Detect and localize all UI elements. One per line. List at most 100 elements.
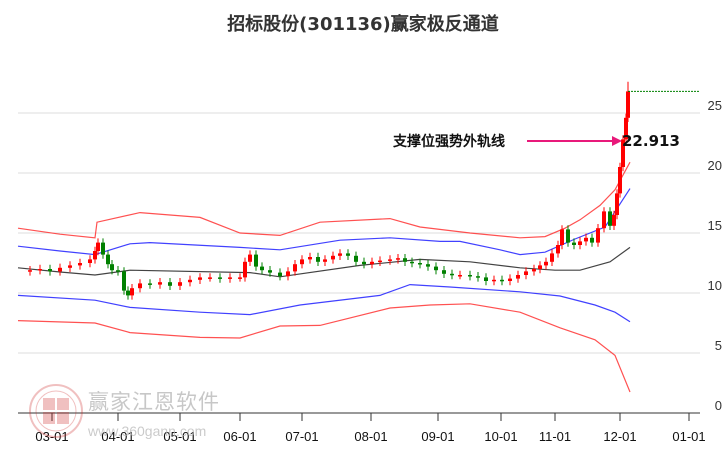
candle-up (621, 139, 625, 167)
candle-up (492, 279, 496, 282)
x-tick-label: 10-01 (484, 429, 517, 444)
candle-up (238, 277, 242, 279)
y-tick-label: 20 (708, 158, 722, 173)
candle-up (532, 269, 536, 272)
candle-up (38, 269, 42, 271)
candle-up (28, 270, 32, 272)
candle-up (370, 261, 374, 265)
candle-up (300, 259, 304, 265)
candle-up (208, 277, 212, 279)
y-tick-label: 25 (708, 98, 722, 113)
candle-up (516, 275, 520, 279)
x-tick-label: 07-01 (285, 429, 318, 444)
candle-up (130, 288, 134, 296)
candlesticks (28, 81, 630, 300)
candle-down (468, 275, 472, 277)
candle-up (323, 259, 327, 262)
y-axis-labels: 0 5 10 15 20 25 (708, 98, 722, 413)
candle-down (148, 283, 152, 285)
candle-down (122, 271, 126, 291)
band-lines (17, 161, 631, 393)
candle-up (584, 237, 588, 242)
candle-up (68, 265, 72, 268)
candle-up (508, 278, 512, 281)
candle-down (110, 264, 114, 271)
x-tick-label: 08-01 (354, 429, 387, 444)
candle-down (410, 261, 414, 264)
y-tick-label: 5 (715, 338, 722, 353)
candle-down (572, 242, 576, 245)
candle-up (602, 211, 606, 229)
candle-up (458, 275, 462, 277)
candle-up (550, 253, 554, 262)
annotation: 支撑位强势外轨线 22.913 (392, 132, 680, 150)
candle-up (578, 241, 582, 245)
band-line (17, 303, 631, 393)
candle-up (538, 265, 542, 269)
y-tick-label: 10 (708, 278, 722, 293)
candle-down (484, 277, 488, 281)
candle-down (354, 255, 358, 262)
candle-up (615, 193, 619, 215)
candle-up (556, 245, 560, 254)
candle-up (158, 282, 162, 285)
candle-up (96, 242, 100, 251)
candle-up (78, 263, 82, 266)
x-tick-label: 09-01 (421, 429, 454, 444)
candle-down (48, 269, 52, 272)
gridlines (18, 112, 700, 354)
candle-down (106, 254, 110, 265)
candle-down (218, 277, 222, 279)
candle-down (450, 273, 454, 276)
band-line (17, 161, 631, 239)
candle-up (198, 277, 202, 280)
candle-down (168, 282, 172, 286)
candle-down (500, 279, 504, 282)
candle-down (608, 211, 612, 226)
candle-down (590, 237, 594, 243)
candle-up (293, 264, 297, 272)
candle-down (346, 253, 350, 256)
candle-up (308, 257, 312, 260)
x-tick-label: 06-01 (223, 429, 256, 444)
candle-up (178, 282, 182, 286)
watermark-url: www.360gann.com (88, 423, 207, 439)
candle-up (248, 254, 252, 262)
candle-up (228, 277, 232, 279)
candle-down (403, 258, 407, 262)
candle-down (426, 264, 430, 267)
candle-down (101, 242, 105, 255)
band-line (17, 283, 631, 323)
candle-up (338, 253, 342, 256)
band-line (17, 188, 631, 256)
candle-down (260, 266, 264, 271)
y-tick-label: 15 (708, 218, 722, 233)
candle-up (331, 255, 335, 260)
watermark-text: 赢家江恩软件 (88, 390, 220, 414)
arrow-head-icon (612, 136, 622, 146)
candle-up (138, 283, 142, 289)
candle-down (126, 290, 130, 296)
candle-up (618, 167, 622, 194)
y-tick-label: 0 (715, 398, 722, 413)
candle-up (88, 259, 92, 263)
annotation-value: 22.913 (622, 132, 680, 150)
candle-up (93, 251, 97, 260)
x-tick-label: 04-01 (101, 429, 134, 444)
candle-down (434, 266, 438, 271)
candle-up (243, 261, 247, 278)
candle-up (596, 228, 600, 243)
x-tick-label: 01-01 (672, 429, 705, 444)
candle-up (524, 271, 528, 275)
candle-up (560, 229, 564, 245)
candle-up (544, 261, 548, 266)
x-tick-label: 03-01 (35, 429, 68, 444)
candle-up (612, 215, 616, 226)
candle-up (396, 258, 400, 260)
candle-up (188, 279, 192, 283)
candle-down (116, 270, 120, 272)
candle-down (316, 257, 320, 262)
candle-down (418, 263, 422, 265)
x-tick-label: 05-01 (163, 429, 196, 444)
